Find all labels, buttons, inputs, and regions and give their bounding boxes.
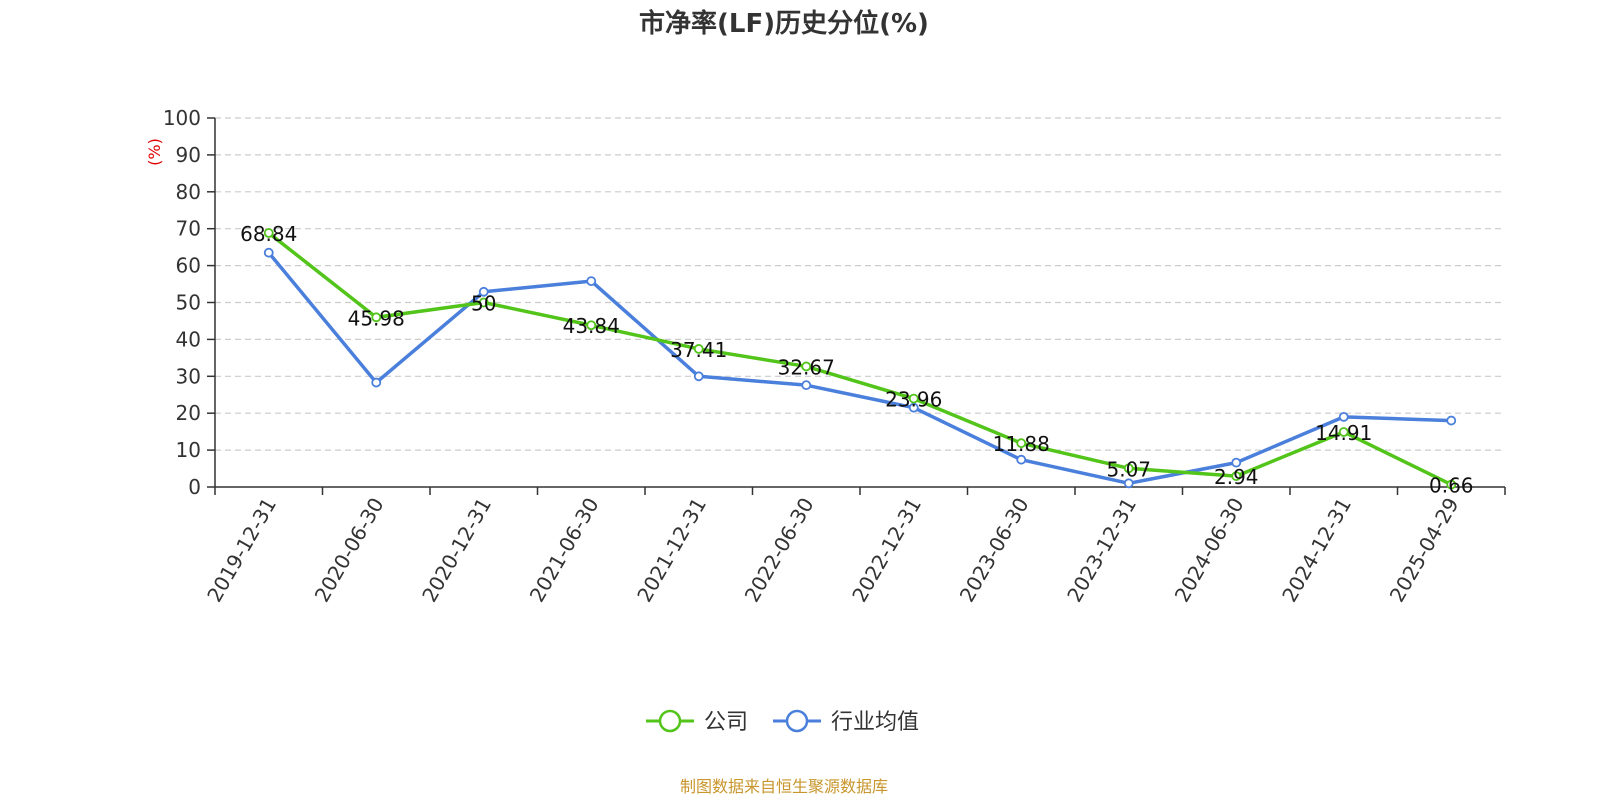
y-tick-label: 60: [176, 254, 201, 278]
data-point: [908, 393, 919, 404]
x-tick-label: 2021-06-30: [525, 494, 604, 607]
data-label: 14.91: [1315, 421, 1372, 445]
data-point: [1338, 427, 1349, 437]
data-point: [478, 297, 489, 308]
x-tick-label: 2025-04-29: [1385, 494, 1464, 607]
legend-swatch-marker: [658, 709, 682, 733]
series-line: [267, 231, 1453, 487]
x-tick-label: 2022-06-30: [740, 494, 819, 607]
data-point: [801, 361, 812, 372]
data-point: [1446, 479, 1457, 490]
legend-label: 公司: [704, 710, 748, 735]
chart-title: 市净率(LF)历史分位(%): [639, 8, 929, 39]
data-point: [1338, 411, 1349, 422]
data-point: [371, 312, 382, 323]
data-point: [371, 377, 382, 388]
source-note: 制图数据来自恒生聚源数据库: [680, 777, 888, 796]
y-tick-label: 40: [176, 327, 201, 351]
y-axis-label: (%): [145, 138, 164, 166]
data-point: [1231, 457, 1242, 468]
x-tick-label: 2020-06-30: [310, 494, 389, 607]
data-label: 45.98: [348, 306, 405, 330]
x-axis-ticks: 2019-12-31 2020-06-30 2020-12-31 2021-06-30…: [202, 487, 1506, 607]
data-label: 2.94: [1214, 465, 1259, 489]
data-point: [263, 247, 274, 258]
y-tick-label: 90: [176, 143, 201, 167]
data-label: 32.67: [778, 355, 835, 379]
legend-label: 行业均值: [831, 710, 919, 735]
data-label: 23.96: [885, 388, 942, 412]
legend-item[interactable]: 公司: [646, 709, 748, 735]
x-tick-label: 2024-12-31: [1277, 494, 1356, 607]
data-label: 68.84: [240, 222, 297, 246]
x-tick-label: 2022-12-31: [847, 494, 926, 607]
x-tick-label: 2019-12-31: [202, 494, 281, 607]
data-labels: 68.84 45.98 50 43.84 37.41 32.67 23.96 11.88 5.0…: [240, 222, 1473, 498]
series-line: [267, 251, 1452, 486]
y-tick-label: 100: [163, 106, 201, 130]
y-tick-label: 70: [176, 217, 201, 241]
series-group: [263, 228, 1457, 490]
data-point: [586, 320, 597, 331]
x-tick-label: 2023-06-30: [955, 494, 1034, 607]
data-point: [478, 286, 489, 297]
y-tick-label: 10: [176, 438, 201, 462]
x-tick-label: 2021-12-31: [632, 494, 711, 607]
data-label: 5.07: [1106, 457, 1151, 481]
data-point: [586, 276, 597, 286]
y-tick-label: 30: [176, 364, 201, 388]
data-label: 11.88: [993, 432, 1050, 456]
legend-item[interactable]: 行业均值: [773, 709, 919, 735]
y-tick-label: 20: [176, 401, 201, 425]
data-point: [1016, 438, 1027, 449]
x-tick-label: 2020-12-31: [417, 494, 496, 607]
data-point: [1231, 471, 1242, 482]
y-tick-label: 0: [188, 475, 201, 499]
data-point: [801, 380, 812, 391]
data-point: [693, 344, 704, 354]
legend-swatch-marker: [785, 709, 809, 733]
data-point: [693, 371, 704, 382]
y-axis-ticks: 0 10 20 30 40 50 60 70 80 90 100: [163, 106, 215, 499]
grid-lines: [215, 117, 1505, 451]
legend[interactable]: 公司 行业均值: [646, 709, 919, 735]
data-point: [1123, 463, 1134, 474]
data-point: [1446, 415, 1457, 426]
y-tick-label: 80: [176, 180, 201, 204]
x-tick-label: 2024-06-30: [1170, 494, 1249, 607]
data-label: 50: [471, 292, 496, 316]
data-label: 37.41: [670, 338, 727, 362]
data-label: 0.66: [1429, 474, 1474, 498]
data-point: [1123, 478, 1134, 489]
y-tick-label: 50: [176, 291, 201, 315]
data-point: [263, 228, 274, 238]
data-label: 43.84: [563, 314, 620, 338]
data-point: [1016, 454, 1027, 465]
x-tick-label: 2023-12-31: [1062, 494, 1141, 607]
data-point: [908, 402, 919, 413]
